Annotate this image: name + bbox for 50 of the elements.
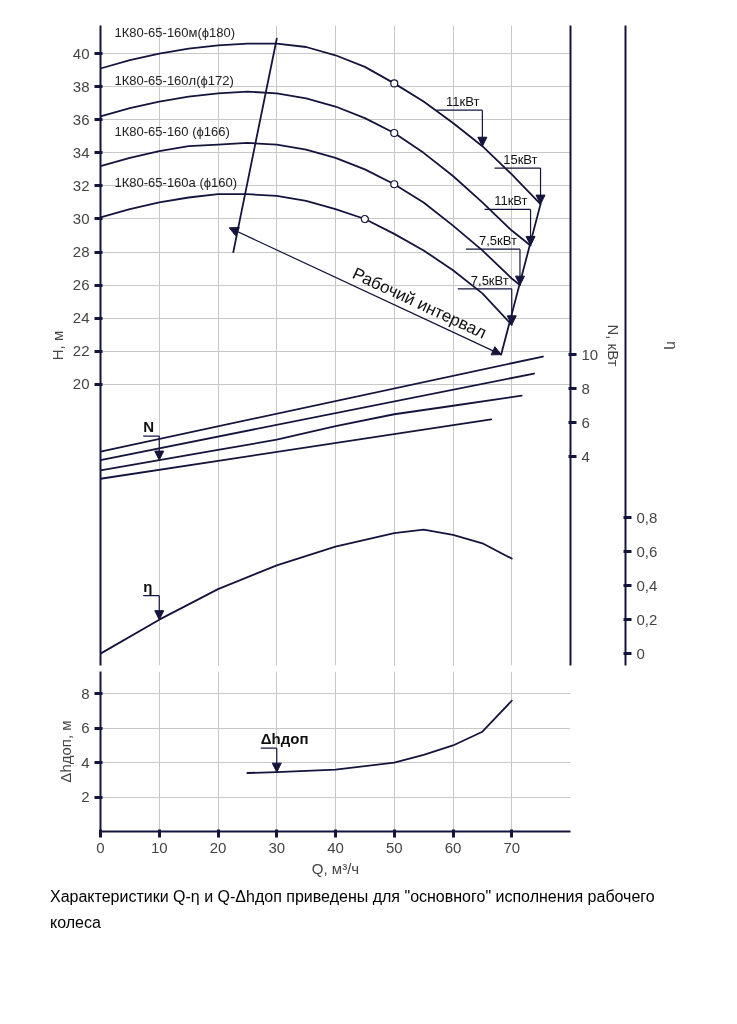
series-label: 1К80-65-160 (ϕ166) [114, 123, 230, 139]
x-tick-label: 40 [327, 838, 344, 856]
y-axis-title: H, м [48, 330, 66, 361]
annotation: 7,5кВт [479, 233, 518, 249]
y-tick-label: 4 [81, 753, 90, 771]
y2-tick-label: 4 [581, 447, 590, 465]
series-label: Δhдоп [260, 730, 309, 748]
x-tick-label: 30 [268, 838, 286, 856]
series-label: η [143, 577, 153, 595]
y3-axis-title: η [664, 341, 682, 350]
annotation: 11кВт [494, 193, 528, 209]
y-tick-label: 36 [72, 110, 90, 128]
y2-tick-label: 10 [581, 345, 599, 363]
y-tick-label: 32 [72, 176, 90, 194]
x-tick-label: 60 [444, 838, 462, 856]
y-axis-title: Δhдоп, м [57, 720, 75, 783]
y2-axis-title: N, кВт [605, 324, 623, 367]
y3-tick-label: 0,8 [636, 508, 658, 526]
y-tick-label: 6 [81, 719, 90, 737]
text: Характеристики Q-η и Q-Δhдоп приведены для "основного" исполнения рабочего колеса [50, 887, 656, 933]
x-tick-label: 70 [503, 838, 521, 856]
y3-tick-label: 0,4 [636, 576, 658, 594]
annotation: 15кВт [503, 152, 538, 168]
y3-tick-label: 0,2 [636, 610, 658, 628]
y2-tick-label: 8 [581, 379, 590, 397]
y-tick-label: 38 [72, 77, 90, 95]
y-tick-label: 28 [72, 243, 90, 261]
y-tick-label: 30 [72, 209, 90, 227]
x-tick-label: 50 [385, 838, 403, 856]
annotation: 11кВт [446, 94, 480, 110]
x-tick-label: 20 [209, 838, 227, 856]
y-tick-label: 2 [81, 788, 90, 806]
x-axis-title: Q, м³/ч [311, 859, 360, 877]
series-label: 1К80-65-160а (ϕ160) [114, 175, 238, 191]
y3-tick-label: 0 [636, 644, 645, 662]
y-tick-label: 40 [72, 44, 90, 62]
y2-tick-label: 6 [581, 413, 590, 431]
annotation: 7,5кВт [470, 272, 509, 288]
y-tick-label: 20 [72, 375, 90, 393]
y-tick-label: 34 [72, 143, 90, 161]
x-tick-label: 0 [96, 838, 105, 856]
series-label: 1К80-65-160л(ϕ172) [114, 72, 234, 88]
series-label: N [143, 418, 155, 436]
series-label: 1К80-65-160м(ϕ180) [114, 24, 236, 40]
x-tick-label: 10 [150, 838, 168, 856]
y-tick-label: 8 [81, 684, 90, 702]
y3-tick-label: 0,6 [636, 542, 658, 560]
y-tick-label: 26 [72, 276, 90, 294]
y-tick-label: 22 [72, 342, 90, 360]
y-tick-label: 24 [72, 309, 90, 327]
